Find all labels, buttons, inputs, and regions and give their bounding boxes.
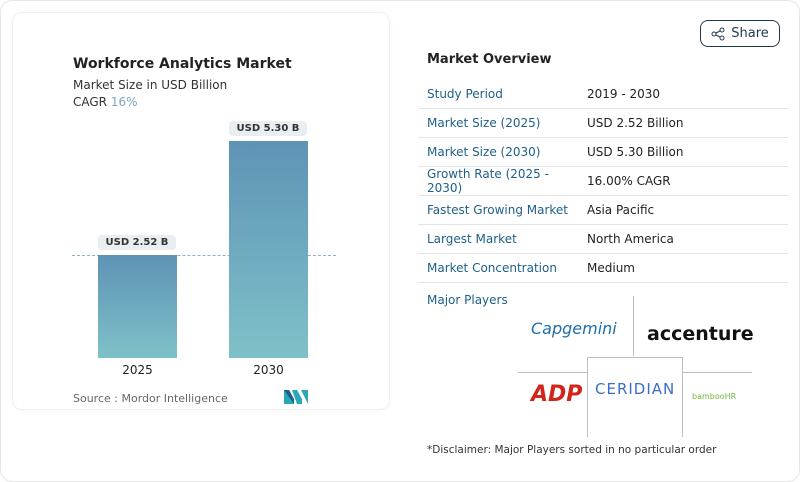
chart-subtitle: Market Size in USD Billion — [73, 78, 228, 92]
chart-title: Workforce Analytics Market — [73, 56, 292, 72]
cagr-value: 16% — [110, 95, 138, 109]
row-label: Largest Market — [427, 232, 517, 246]
overview-row: Study Period 2019 - 2030 — [418, 80, 788, 109]
adp-logo: ADP — [531, 382, 583, 407]
overview-row: Market Concentration Medium — [418, 254, 788, 283]
bar-2030 — [229, 141, 308, 358]
source: Source : Mordor Intelligence — [73, 392, 228, 405]
overview-row: Largest Market North America — [418, 225, 788, 254]
data-label: USD 2.52 B — [98, 234, 176, 250]
reference-line — [72, 255, 336, 256]
share-icon — [711, 27, 725, 40]
featured-logo-box — [587, 357, 683, 437]
row-value: USD 2.52 Billion — [587, 116, 684, 130]
ceridian-logo: CERIDIAN — [595, 380, 676, 398]
bar-2025 — [98, 254, 177, 358]
share-label: Share — [731, 26, 769, 41]
mordor-logo-icon — [284, 390, 308, 404]
overview-row: Fastest Growing Market Asia Pacific — [418, 196, 788, 225]
row-value: Medium — [587, 261, 635, 275]
overview-row: Market Size (2025) USD 2.52 Billion — [418, 109, 788, 138]
row-value: 16.00% CAGR — [587, 174, 671, 188]
divider — [518, 372, 588, 373]
cagr: CAGR 16% — [73, 95, 138, 109]
divider — [633, 296, 634, 356]
row-value: North America — [587, 232, 674, 246]
row-value: USD 5.30 Billion — [587, 145, 684, 159]
bamboohr-logo: bambooHR — [692, 392, 737, 401]
row-label: Market Concentration — [427, 261, 557, 275]
cagr-label: CAGR — [73, 95, 108, 109]
chart-card — [12, 12, 390, 410]
row-label: Market Size (2025) — [427, 116, 541, 130]
x-tick-label: 2030 — [253, 363, 284, 377]
accenture-logo: accenture — [647, 323, 754, 345]
overview-row: Market Size (2030) USD 5.30 Billion — [418, 138, 788, 167]
data-label: USD 5.30 B — [229, 121, 307, 136]
major-players-title: Major Players — [427, 293, 508, 307]
share-button[interactable]: Share — [700, 20, 780, 47]
row-label: Growth Rate (2025 - 2030) — [427, 167, 549, 195]
row-label: Market Size (2030) — [427, 145, 541, 159]
row-label: Study Period — [427, 87, 503, 101]
capgemini-logo: Capgemini — [531, 319, 617, 338]
overview-row: Growth Rate (2025 - 2030) 16.00% CAGR — [418, 167, 788, 196]
row-label: Fastest Growing Market — [427, 203, 569, 217]
x-tick-label: 2025 — [122, 363, 153, 377]
row-value: Asia Pacific — [587, 203, 655, 217]
row-value: 2019 - 2030 — [587, 87, 661, 101]
disclaimer: *Disclaimer: Major Players sorted in no … — [427, 444, 717, 456]
divider — [682, 372, 752, 373]
overview-title: Market Overview — [427, 52, 552, 67]
